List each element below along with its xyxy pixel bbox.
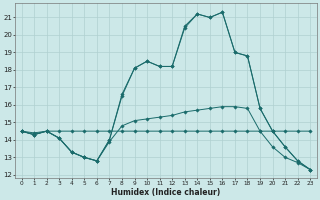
- X-axis label: Humidex (Indice chaleur): Humidex (Indice chaleur): [111, 188, 220, 197]
